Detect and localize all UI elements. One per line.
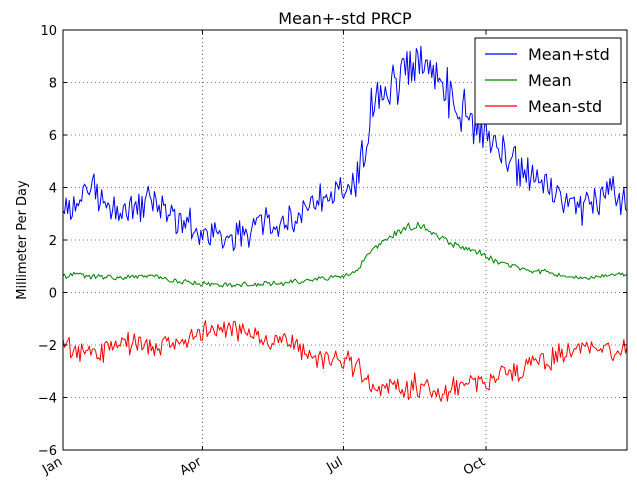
legend: Mean+std Mean Mean-std: [474, 37, 622, 125]
legend-box: [474, 37, 622, 125]
y-tick-label: 8: [49, 77, 57, 92]
y-tick-label: 0: [49, 287, 57, 302]
y-tick-label: −4: [38, 392, 57, 407]
y-tick-label: −6: [38, 444, 57, 459]
x-tick-label: Jul: [323, 454, 345, 475]
y-tick-label: 10: [40, 24, 57, 39]
series-line-0: [62, 45, 628, 252]
y-tick-label: −2: [38, 339, 57, 354]
series-line-2: [62, 320, 628, 402]
x-tick-label: Oct: [461, 454, 488, 478]
y-tick-label: 2: [49, 234, 57, 249]
legend-label: Mean-std: [528, 97, 602, 116]
legend-label: Mean+std: [528, 45, 610, 64]
y-tick-label: 6: [49, 129, 57, 144]
x-tick-label: Apr: [177, 454, 205, 479]
series-line-1: [62, 221, 628, 288]
legend-label: Mean: [528, 71, 572, 90]
y-axis-label: Millimeter Per Day: [15, 180, 30, 300]
y-tick-label: 4: [49, 182, 57, 197]
chart-title: Mean+-std PRCP: [278, 9, 412, 28]
series-lines: [62, 45, 628, 402]
